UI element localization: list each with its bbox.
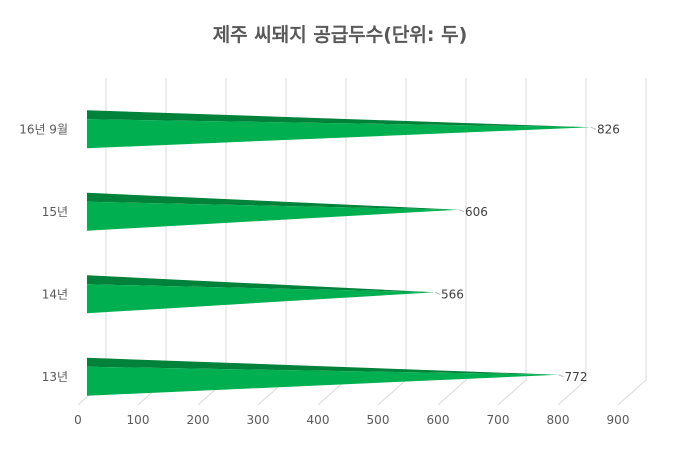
x-tick-label: 100 [127,413,150,427]
bar-front-face [87,201,459,231]
bar-top-face [87,275,435,293]
bar [87,192,459,231]
gridline-floor [497,379,527,406]
bar-layer [87,110,591,396]
x-tick-label: 300 [247,413,270,427]
data-label-leader [458,209,465,213]
bar [87,357,559,396]
bar-front-face [87,366,559,396]
data-label-leader [590,126,597,130]
x-tick-label: 0 [74,413,82,427]
x-tick-label: 500 [367,413,390,427]
data-label-leader [558,374,564,378]
bar-top-face [87,192,459,210]
x-tick-label: 400 [307,413,330,427]
category-label: 15년 [42,205,68,219]
gridline-floor [557,379,587,406]
category-label: 14년 [42,287,68,301]
x-tick-label: 700 [487,413,510,427]
bar-front-face [87,284,435,314]
data-label: 606 [465,205,488,219]
bar-top-face [87,357,559,375]
data-label-leader [434,291,441,295]
data-label: 566 [441,287,464,301]
x-tick-label: 900 [607,413,630,427]
bar-top-face [87,110,591,128]
bar-front-face [87,119,591,149]
data-label: 772 [565,370,588,384]
category-label: 16년 9월 [19,122,68,136]
bar [87,110,591,149]
category-label: 13년 [42,370,68,384]
x-tick-label: 600 [427,413,450,427]
bar [87,275,435,314]
data-label: 826 [597,122,620,136]
gridline-floor [377,379,407,406]
x-tick-label: 200 [187,413,210,427]
gridline-floor [617,379,647,406]
chart-title: 제주 씨돼지 공급두수(단위: 두) [212,24,468,46]
label-layer: 16년 9월 826 15년 606 14년 566 13년 772 [19,122,620,384]
gridline-floor [437,379,467,406]
x-tick-label: 800 [547,413,570,427]
axis-layer: 0 100 200 300 400 500 600 700 800 900 [74,413,629,427]
